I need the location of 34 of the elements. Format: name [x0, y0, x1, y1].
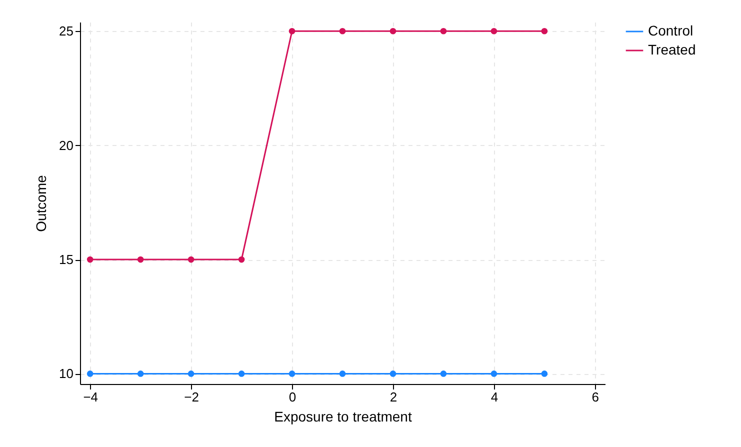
point	[541, 370, 548, 377]
x-tick-label: −4	[83, 390, 98, 404]
point	[440, 370, 447, 377]
x-tick-label: 0	[288, 390, 296, 404]
x-tick-label: 2	[390, 390, 398, 404]
point	[137, 256, 144, 263]
y-tick-label: 25	[59, 24, 74, 39]
y-axis-title: Outcome	[33, 174, 50, 232]
point	[188, 370, 194, 377]
x-axis-title: Exposure to treatment	[274, 408, 412, 424]
point	[86, 370, 94, 377]
point	[238, 256, 245, 263]
legend-label: Treated	[648, 42, 696, 58]
point	[390, 370, 396, 377]
y-tick-label: 20	[59, 138, 74, 153]
y-tick-label: 15	[59, 252, 74, 268]
point	[288, 370, 296, 377]
x-tick-label: −2	[184, 390, 199, 404]
point	[440, 28, 447, 34]
point	[288, 28, 296, 34]
point	[490, 28, 498, 34]
point	[390, 28, 396, 34]
point	[238, 370, 245, 377]
point	[541, 28, 548, 34]
point	[339, 28, 346, 34]
point	[339, 370, 346, 377]
point	[490, 370, 498, 377]
point	[86, 256, 94, 263]
x-tick-label: 4	[490, 390, 498, 404]
x-tick-label: 6	[592, 390, 600, 404]
y-tick-label: 10	[59, 366, 74, 382]
point	[188, 256, 194, 263]
legend-label: Control	[648, 22, 694, 38]
point	[137, 370, 144, 377]
